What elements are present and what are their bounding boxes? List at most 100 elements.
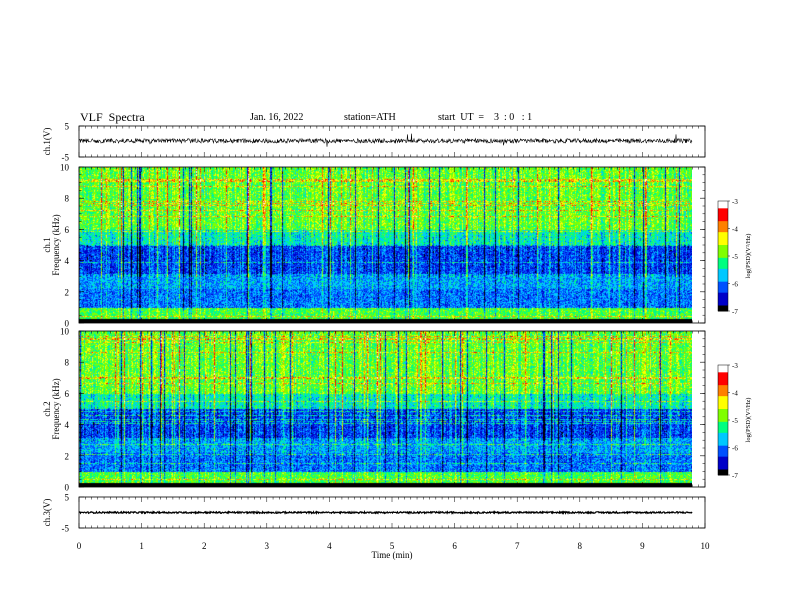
colorbar-cell bbox=[718, 268, 728, 272]
x-tick-label: 10 bbox=[701, 541, 711, 551]
colorbar-cell bbox=[718, 405, 728, 408]
colorbar-cell bbox=[718, 385, 728, 388]
colorbar-cell bbox=[718, 228, 728, 231]
colorbar-cell bbox=[718, 462, 728, 465]
colorbar-cell bbox=[718, 206, 728, 209]
colorbar-cell bbox=[718, 301, 728, 305]
colorbar-cell bbox=[718, 427, 728, 430]
colorbar-tick-label: -4 bbox=[732, 390, 738, 398]
colorbar-cell bbox=[718, 365, 728, 368]
colorbar-tick-label: -6 bbox=[732, 445, 738, 453]
y-axis-label: ch.1 bbox=[42, 237, 52, 252]
y-axis-label: Frequency (kHz) bbox=[51, 378, 61, 439]
colorbar-cell bbox=[718, 303, 728, 306]
x-tick-label: 3 bbox=[265, 541, 270, 551]
colorbar-cell bbox=[718, 221, 728, 224]
colorbar-cell bbox=[718, 241, 728, 244]
colorbar-cell bbox=[718, 298, 728, 301]
y-tick-label: 10 bbox=[60, 327, 70, 337]
colorbar-cell bbox=[718, 309, 728, 312]
colorbar-cell bbox=[718, 296, 728, 299]
colorbar-cell bbox=[718, 370, 728, 373]
colorbar-cell bbox=[718, 300, 728, 303]
y-tick-label: -5 bbox=[62, 153, 70, 163]
x-tick-label: 7 bbox=[515, 541, 520, 551]
colorbar-cell bbox=[718, 201, 728, 204]
colorbar-tick-label: -7 bbox=[732, 472, 738, 480]
colorbar-cell bbox=[718, 259, 728, 262]
x-tick-label: 4 bbox=[327, 541, 332, 551]
colorbar-cell bbox=[718, 217, 728, 220]
y-tick-label: 4 bbox=[65, 256, 70, 266]
colorbar-cell bbox=[718, 409, 728, 412]
colorbars: -3 -4 -5 -6 -7 log(PSD)(V²/Hz) -3 -4 -5 -6 -7 log(P… bbox=[717, 198, 752, 480]
y-tick-label: 8 bbox=[65, 194, 70, 204]
colorbar-cell bbox=[718, 235, 728, 239]
colorbar-cell bbox=[718, 246, 728, 250]
colorbar-cell bbox=[718, 473, 728, 476]
start-ut-label: start UT = 3 : 0 : 1 bbox=[438, 112, 533, 123]
x-tick-label: 1 bbox=[139, 541, 144, 551]
colorbar-cell bbox=[718, 416, 728, 419]
colorbar-cell bbox=[718, 278, 728, 281]
colorbar-cell bbox=[718, 407, 728, 410]
g-wave3-line bbox=[78, 509, 693, 515]
colorbar-cell bbox=[718, 438, 728, 441]
colorbar-cell bbox=[718, 230, 728, 233]
colorbar-cell bbox=[718, 307, 728, 310]
y-tick-label: 5 bbox=[65, 122, 70, 132]
colorbar-cell bbox=[718, 453, 728, 456]
colorbar-cell bbox=[718, 398, 728, 401]
colorbar-cell bbox=[718, 292, 728, 295]
colorbar-cell bbox=[718, 381, 728, 384]
colorbar-cell bbox=[718, 287, 728, 290]
colorbar-cell bbox=[718, 414, 728, 417]
colorbar-cell bbox=[718, 392, 728, 395]
colorbar-cell bbox=[718, 289, 728, 292]
colorbar-cell bbox=[718, 460, 728, 463]
colorbar-cell bbox=[718, 254, 728, 257]
colorbar-cell bbox=[718, 394, 728, 397]
colorbar-cell bbox=[718, 290, 728, 294]
colorbar-cell bbox=[718, 432, 728, 436]
colorbar-cell bbox=[718, 467, 728, 470]
colorbar-cell bbox=[718, 208, 728, 211]
y-tick-label: 5 bbox=[65, 493, 70, 503]
panel-frames bbox=[78, 125, 706, 529]
y-tick-label: 2 bbox=[65, 287, 70, 297]
colorbar-cell bbox=[718, 267, 728, 270]
y-tick-label: 0 bbox=[65, 319, 70, 329]
colorbar-cell bbox=[718, 366, 728, 370]
date-label: Jan. 16, 2022 bbox=[250, 112, 304, 123]
colorbar-cell bbox=[718, 224, 728, 228]
colorbar-cell bbox=[718, 256, 728, 259]
colorbar-cell bbox=[718, 377, 728, 381]
y-tick-label: 10 bbox=[60, 163, 70, 173]
g-spec2-raster bbox=[79, 331, 692, 487]
colorbar-cell bbox=[718, 204, 728, 207]
colorbar-cell bbox=[718, 279, 728, 283]
colorbar-cell bbox=[718, 469, 728, 472]
colorbar-label: log(PSD)(V²/Hz) bbox=[745, 398, 752, 443]
colorbar-cell bbox=[718, 388, 728, 392]
y-axis-label: Frequency (kHz) bbox=[51, 214, 61, 275]
x-tick-label: 6 bbox=[452, 541, 457, 551]
colorbar-cell bbox=[718, 237, 728, 240]
y-axis-label: ch.3(V) bbox=[42, 499, 52, 527]
y-tick-label: 8 bbox=[65, 358, 70, 368]
colorbar-tick-label: -3 bbox=[732, 362, 738, 370]
colorbar-tick-label: -7 bbox=[732, 308, 738, 316]
colorbar-cell bbox=[718, 396, 728, 399]
colorbar-cell bbox=[718, 379, 728, 382]
colorbar-cell bbox=[718, 425, 728, 428]
colorbar-cell bbox=[718, 285, 728, 288]
colorbar-tick-label: -5 bbox=[732, 253, 738, 261]
g-spec1-raster bbox=[79, 167, 692, 323]
colorbar-cell bbox=[718, 219, 728, 222]
y-tick-label: 6 bbox=[65, 225, 70, 235]
colorbar-cell bbox=[718, 429, 728, 432]
colorbar-cell bbox=[718, 458, 728, 461]
colorbar-cell bbox=[718, 250, 728, 253]
colorbar-cell bbox=[718, 210, 728, 213]
